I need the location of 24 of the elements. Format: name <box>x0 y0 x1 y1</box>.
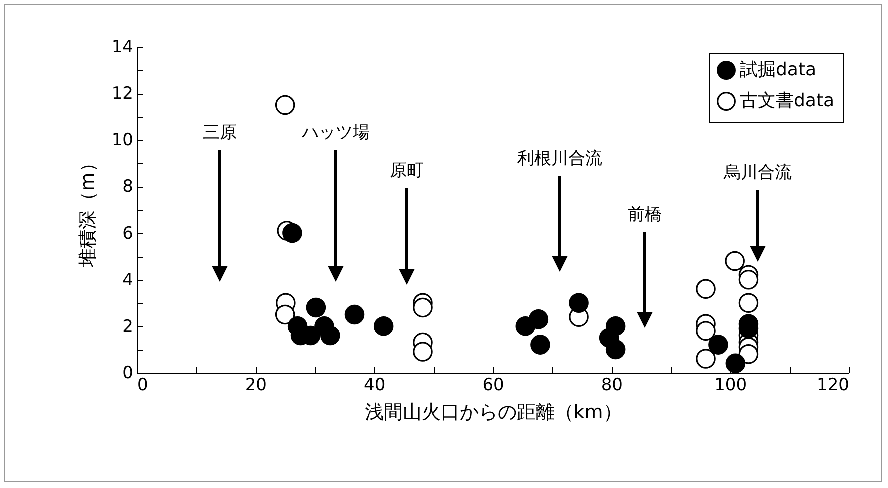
x-tick-label: 20 <box>245 376 267 396</box>
x-axis-title: 浅間山火口からの距離（km） <box>364 402 622 424</box>
annotation: 烏川合流 <box>723 163 792 183</box>
y-axis-title: 堆積深（m） <box>76 154 99 268</box>
legend-label: 試掘data <box>740 60 817 80</box>
x-tick-label: 120 <box>817 376 850 396</box>
annotation: ハッツ場 <box>301 123 370 143</box>
annotation: 三原 <box>203 123 237 143</box>
x-tick-label: 40 <box>364 376 386 396</box>
x-tick-label: 0 <box>138 376 148 396</box>
y-tick-label: 6 <box>122 224 134 244</box>
annotation: 前橋 <box>628 205 662 225</box>
y-tick-label: 8 <box>122 177 134 198</box>
y-tick-label: 4 <box>122 270 134 290</box>
y-tick-label: 14 <box>112 38 134 58</box>
annotation: 利根川合流 <box>518 149 602 169</box>
annotation: 原町 <box>390 161 424 181</box>
y-tick-label: 10 <box>112 130 134 151</box>
y-tick-label: 12 <box>112 84 134 104</box>
y-tick-label: 2 <box>122 316 134 337</box>
legend-label: 古文書data <box>740 90 835 112</box>
x-tick-label: 60 <box>482 376 504 396</box>
x-tick-label: 80 <box>601 376 623 396</box>
x-tick-label: 100 <box>714 376 748 396</box>
